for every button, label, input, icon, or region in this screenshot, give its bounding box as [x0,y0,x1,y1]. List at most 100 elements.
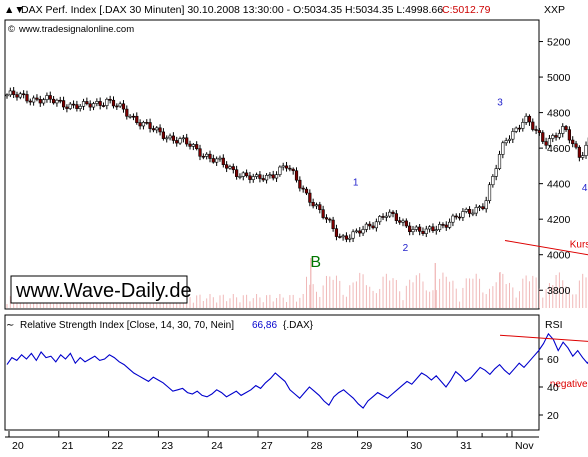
candle-body [281,165,285,168]
price-tick-label: 4600 [547,143,571,155]
rsi-tick-label: 60 [547,354,559,366]
candle-body [534,129,538,131]
x-tick-label: 20 [12,440,24,452]
candle-body [105,98,109,106]
candle-body [421,231,425,234]
wave-label: 1 [353,177,359,188]
candle-body [101,105,106,107]
candle-body [118,103,122,107]
candle-body [211,158,215,163]
candle-body [135,115,139,123]
price-tick-label: 4000 [547,250,571,262]
candle-body [258,174,262,179]
candle-body [401,220,405,223]
candle-body [398,220,402,223]
price-tick-label: 5200 [547,37,571,49]
candle-body [451,215,455,223]
candle-body [161,131,166,139]
candle-body [467,208,472,214]
watermark-box [10,275,188,304]
candle-body [537,130,542,133]
candle-body [341,235,345,238]
candle-body [331,219,335,229]
candle-body [414,226,418,230]
candle-body [428,226,432,230]
candle-body [551,135,555,139]
candle-body [171,135,175,141]
candle-body [368,223,372,227]
candle-body [185,137,189,145]
wave-label: 3 [497,97,503,108]
candle-body [51,98,56,104]
x-tick-label: 30 [410,440,422,452]
candle-body [521,122,525,129]
candle-body [494,168,498,177]
candle-body [178,138,182,144]
candle-body [155,127,159,131]
candle-body [22,93,26,96]
candle-body [235,169,239,177]
candle-body [487,184,492,201]
rsi-legend-marker: ∼ [6,320,14,331]
candle-body [474,207,478,214]
rsi-tick-label: 20 [547,410,559,422]
candle-body [58,99,62,102]
candle-body [404,220,408,227]
candle-body [8,90,12,96]
candle-body [225,164,229,169]
candle-body [5,94,9,97]
candle-body [65,106,69,109]
candle-body [121,103,126,110]
candle-body [527,115,532,123]
candle-body [95,101,99,104]
x-tick-label: 28 [311,440,323,452]
candle-body [354,230,359,233]
candle-body [328,218,332,221]
candle-body [181,137,185,140]
candle-body [268,174,272,177]
x-tick-label: 31 [460,440,472,452]
candle-body [111,99,116,107]
candle-body [248,175,252,180]
candle-body [264,175,269,181]
candle-body [444,224,448,228]
candle-body [141,122,146,127]
candle-body [584,144,588,156]
candle-body [571,139,575,145]
candle-body [394,213,398,221]
candle-body [424,228,428,234]
price-tick-label: 5000 [547,72,571,84]
candle-body [497,154,502,169]
candle-body [298,179,302,189]
candle-body [418,226,422,232]
wave-label: 2 [403,243,409,254]
price-y-axis: 3800 4000 4200 4400 4600 4800 5000 5200 [539,37,571,297]
candle-body [71,103,76,106]
candle-body [531,121,535,130]
candle-body [507,138,512,141]
candle-body [301,187,305,190]
candle-body [554,135,558,138]
candle-body [145,122,149,124]
x-tick-label: 27 [261,440,273,452]
candle-body [231,166,235,171]
candle-body [294,170,299,181]
candle-body [188,143,192,147]
candle-body [564,126,568,130]
candle-body [42,99,46,104]
candle-body [15,94,19,98]
candle-body [165,137,169,140]
candle-body [208,153,212,159]
candle-body [358,230,362,234]
candle-body [85,101,89,105]
candle-body [55,99,59,104]
rsi-tick-label: 40 [547,382,559,394]
candle-body [491,176,495,186]
candle-body [81,101,86,107]
candle-body [308,192,312,203]
candle-body [151,128,156,131]
candle-body [371,225,375,229]
price-panel-frame [4,19,540,310]
candle-body [311,202,315,207]
